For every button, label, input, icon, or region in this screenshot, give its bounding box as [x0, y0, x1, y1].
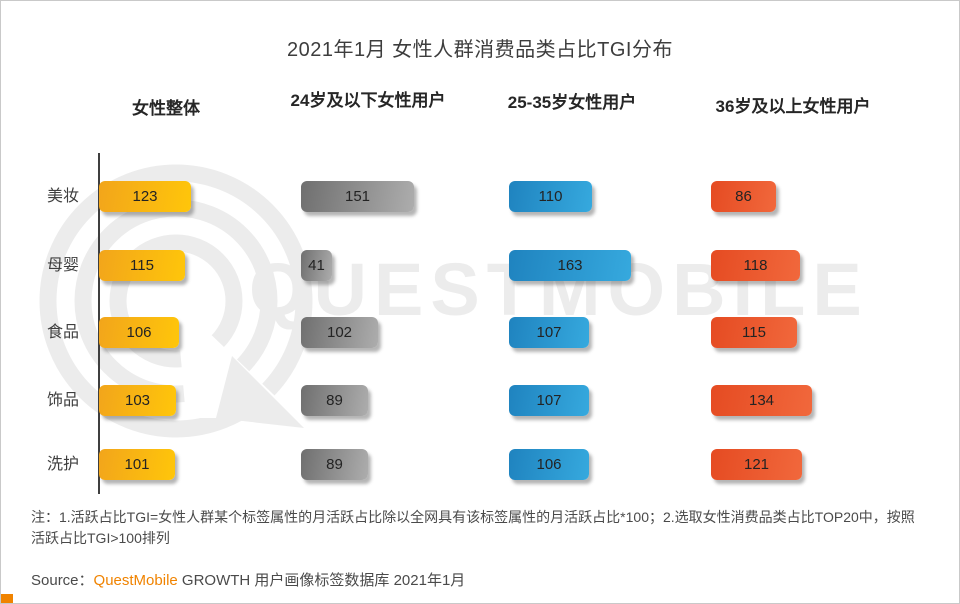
source-line: Source：QuestMobile GROWTH 用户画像标签数据库 2021…	[31, 569, 465, 590]
tgi-bar: 123	[99, 181, 191, 212]
bar-value-label: 102	[326, 324, 353, 341]
chart-title: 2021年1月 女性人群消费品类占比TGI分布	[286, 39, 673, 61]
brand-questmobile: QuestMobile	[93, 572, 178, 589]
tgi-bar: 103	[99, 385, 176, 416]
bar-value-label: 115	[742, 324, 766, 341]
tgi-bar: 89	[301, 385, 368, 416]
tgi-bar: 134	[711, 385, 812, 416]
footnote: 注：1.活跃占比TGI=女性人群某个标签属性的月活跃占比除以全网具有该标签属性的…	[31, 509, 915, 546]
tgi-bar: 121	[711, 449, 802, 480]
bar-value-label: 118	[743, 257, 768, 274]
bar-value-label: 106	[536, 456, 562, 473]
tgi-bar: 107	[509, 385, 589, 416]
tgi-bar: 163	[509, 250, 631, 281]
column-header-36-plus: 36岁及以上女性用户	[715, 97, 871, 116]
bar-value-label: 134	[748, 392, 775, 409]
bar-value-label: 101	[124, 456, 150, 473]
bar-value-label: 89	[326, 456, 343, 473]
bar-value-label: 86	[735, 188, 752, 205]
category-label: 母婴	[46, 257, 79, 274]
bar-value-label: 123	[132, 188, 158, 205]
tgi-bar: 86	[711, 181, 776, 212]
bar-value-label: 89	[326, 392, 343, 409]
tgi-bar: 106	[509, 449, 589, 480]
tgi-bar: 107	[509, 317, 589, 348]
source-prefix: Source：	[31, 572, 94, 589]
tgi-bar: 89	[301, 449, 368, 480]
column-header-female-overall: 女性整体	[132, 99, 200, 118]
column-header-under-24: 24岁及以下女性用户	[290, 91, 446, 110]
tgi-bar: 101	[99, 449, 175, 480]
tgi-bar: 115	[99, 250, 185, 281]
tgi-bar: 110	[509, 181, 592, 212]
category-label: 美妆	[46, 188, 79, 205]
tgi-bar: 115	[711, 317, 797, 348]
bar-value-label: 107	[536, 324, 562, 341]
tgi-bar: 41	[301, 250, 332, 281]
bar-value-label: 115	[130, 257, 154, 274]
bar-value-label: 106	[126, 324, 152, 341]
bar-value-label: 110	[538, 188, 563, 205]
category-label: 食品	[46, 324, 79, 341]
tgi-bar: 151	[301, 181, 414, 212]
bar-value-label: 103	[124, 392, 151, 409]
bar-value-label: 121	[743, 456, 770, 473]
category-label: 饰品	[46, 392, 79, 409]
tgi-bar: 102	[301, 317, 378, 348]
tgi-bar: 106	[99, 317, 179, 348]
tgi-bar: 118	[711, 250, 800, 281]
corner-accent	[1, 594, 13, 603]
bar-value-label: 151	[344, 188, 371, 205]
bar-value-label: 107	[536, 392, 562, 409]
category-label: 洗护	[46, 456, 79, 473]
source-suffix: GROWTH 用户画像标签数据库 2021年1月	[177, 572, 466, 589]
column-header-25-35: 25-35岁女性用户	[507, 93, 637, 112]
bar-value-label: 41	[308, 257, 325, 274]
bar-value-label: 163	[557, 257, 583, 274]
